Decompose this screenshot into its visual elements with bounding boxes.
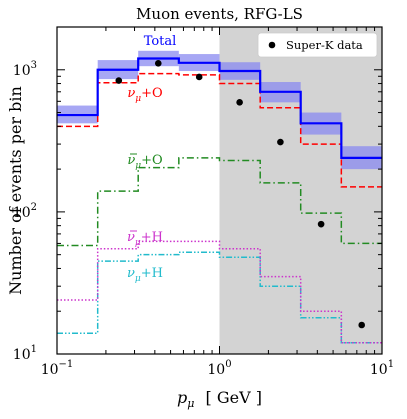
series-annotation: νμ+O [127,86,162,104]
x-axis-subscript: μ [187,397,194,410]
tick-base: 10 [13,347,31,363]
x-tick-label: 10−1 [41,359,74,378]
x-tick-label: 100 [207,359,231,378]
tick-exponent: 1 [31,344,37,355]
tick-base: 10 [207,362,225,378]
annotation-symbol: ν [127,86,135,101]
tick-exponent: −1 [59,359,74,370]
series-annotation: νμ+H [127,266,163,284]
x-axis-label: pμ [ GeV ] [177,388,262,410]
annotation-subscript: μ [135,94,141,104]
x-tick-label: 101 [370,359,394,378]
y-tick-label: 102 [13,202,37,221]
data-point [277,138,284,146]
chart-title: Muon events, RFG-LS [136,5,303,23]
legend-marker [268,41,276,49]
tick-base: 10 [41,362,59,378]
annotation-suffix: +O [141,153,163,168]
series-annotation: Total [144,34,177,49]
series-line [57,57,382,159]
tick-base: 10 [13,63,31,79]
y-tick-label: 101 [13,344,37,363]
y-axis-label: Number of events per bin [6,86,25,295]
series-line [57,240,382,344]
legend-label: Super-K data [286,38,363,52]
ticks [56,26,383,355]
annotation-suffix: +O [141,86,163,101]
series-line [57,251,382,344]
legend: Super-K data [257,32,378,58]
tick-exponent: 1 [388,359,394,370]
tick-exponent: 0 [225,359,231,370]
annotation-subscript: μ [135,161,141,171]
annotation-symbol: ν [127,153,135,168]
annotation-symbol: ν [127,266,135,281]
tick-base: 10 [370,362,388,378]
annotation-subscript: μ [135,238,141,248]
tick-exponent: 2 [31,202,37,213]
series-line [57,157,382,247]
annotation-suffix: +H [141,230,163,245]
data-point [358,321,365,329]
data-point [317,220,325,228]
annotation-symbol: ν [127,230,135,245]
data-point [154,60,162,67]
legend-box [257,32,378,58]
annotation-subscript: μ [135,274,141,284]
data-point [195,73,203,81]
tick-base: 10 [13,205,31,221]
y-tick-label: 103 [13,60,37,79]
x-axis-unit: [ GeV ] [200,388,262,407]
data-point [115,77,123,84]
plot-area [57,50,382,344]
data-point [236,99,243,106]
tick-exponent: 3 [31,60,37,71]
series-annotation: νμ+O [127,153,162,171]
series-annotation: νμ+H [127,230,163,248]
x-axis-symbol: p [177,388,187,407]
annotation-suffix: +H [141,266,163,281]
